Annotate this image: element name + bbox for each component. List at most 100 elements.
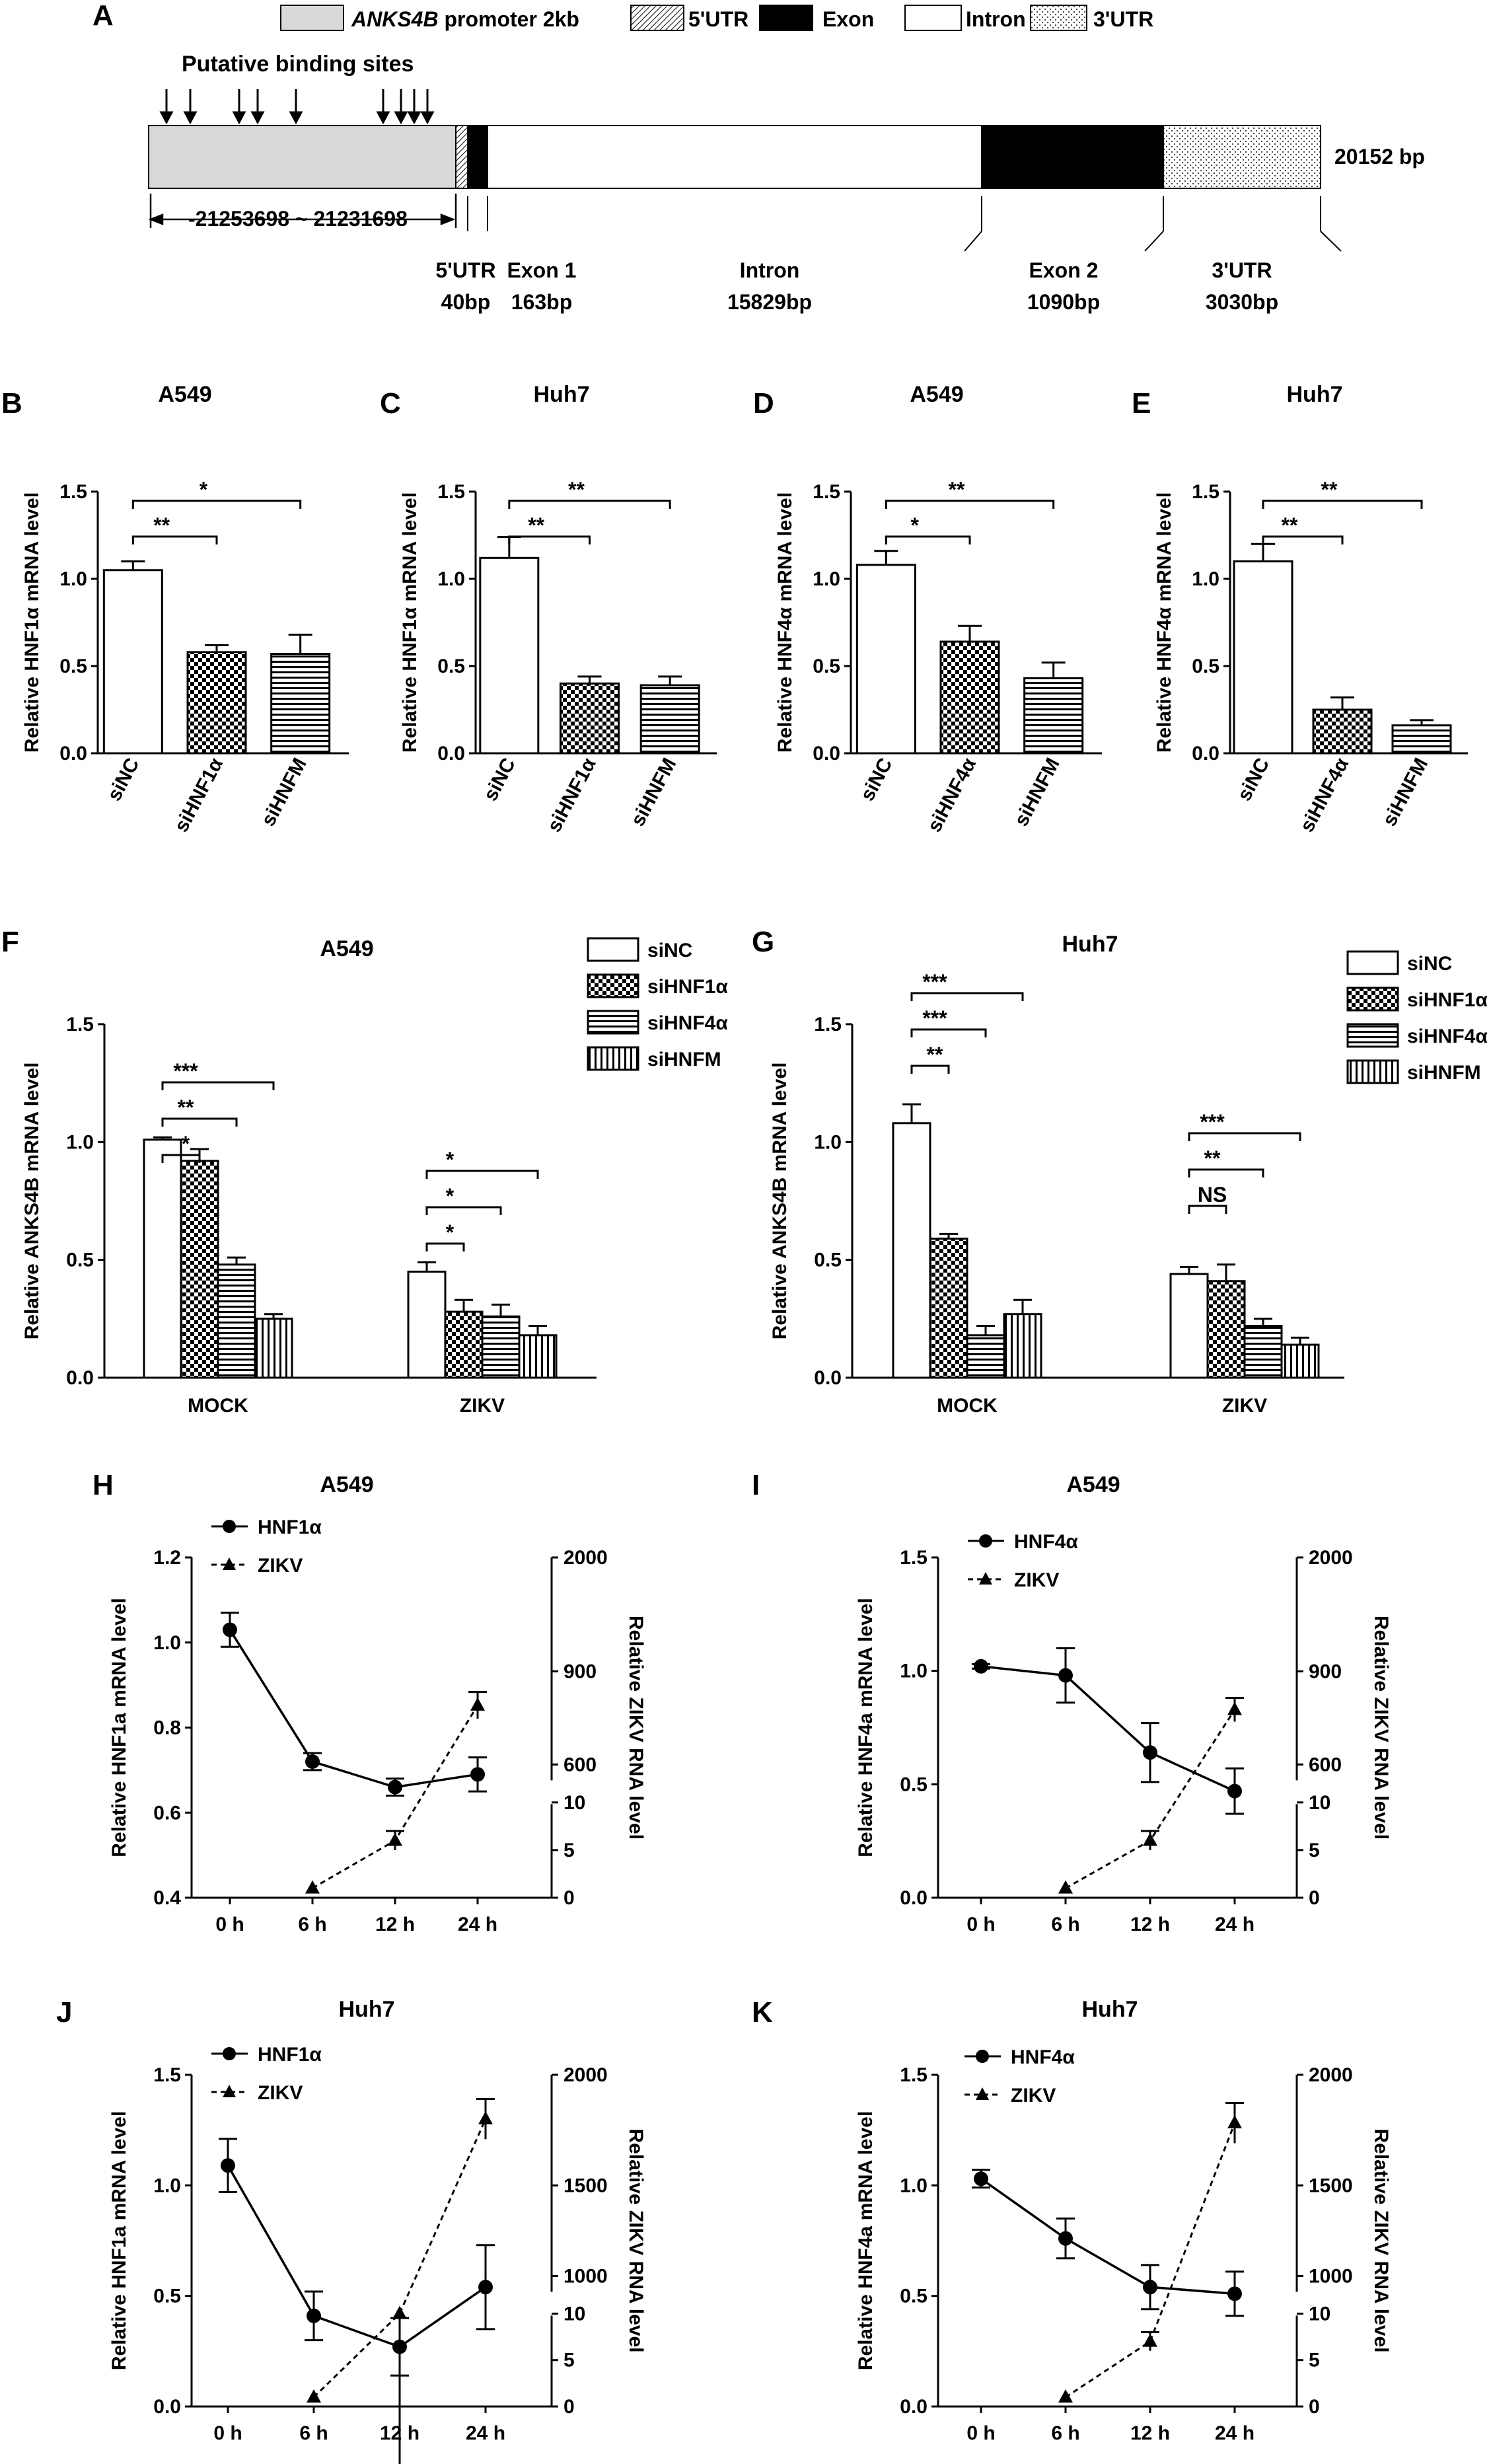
right-y-tick-label: 10 <box>564 2303 585 2325</box>
panel-letter: C <box>380 387 401 420</box>
significance-label: *** <box>1200 1110 1225 1134</box>
hnf-point <box>1143 2280 1157 2295</box>
right-y-tick-label: 1500 <box>564 2175 608 2196</box>
significance-bracket <box>131 500 302 509</box>
significance-bracket <box>885 535 971 544</box>
hnf-point <box>1227 2286 1242 2301</box>
legend-label: siHNF1α <box>1407 989 1488 1011</box>
hnf-point <box>1058 1668 1073 1683</box>
bar <box>254 1318 293 1379</box>
bar <box>481 1315 521 1379</box>
segment-connectors <box>467 196 1342 252</box>
y-tick-label: 0.0 <box>1192 743 1219 765</box>
hnf-point <box>1143 1745 1157 1760</box>
y-axis-label: Relative HNF1α mRNA level <box>399 492 421 753</box>
hnf-point <box>388 1779 402 1795</box>
bar <box>1280 1343 1320 1379</box>
hnf-series-line <box>980 2177 1235 2296</box>
gene-length-label: 20152 bp <box>1334 145 1425 168</box>
bar <box>1391 724 1452 755</box>
right-y-tick-label: 600 <box>1309 1754 1342 1775</box>
significance-label: ** <box>528 513 544 537</box>
zikv-point <box>388 1832 402 1846</box>
significance-label: * <box>446 1220 455 1244</box>
zikv-series-line <box>312 2118 487 2399</box>
chart-title: A549 <box>320 1472 373 1497</box>
binding-arrow <box>420 89 435 125</box>
category-label: siHNFM <box>1010 755 1064 830</box>
right-y-tick-label: 0 <box>564 2396 575 2418</box>
x-tick-label: 12 h <box>1130 2422 1170 2444</box>
panel-letter: G <box>752 926 774 958</box>
zikv-point <box>478 2110 493 2124</box>
x-tick-label: 0 h <box>966 2422 995 2444</box>
legend-swatch <box>587 1046 639 1071</box>
category-label: siHNFM <box>627 755 681 830</box>
legend-swatch-exon <box>759 5 813 31</box>
x-tick-label: 0 h <box>966 1914 995 1935</box>
legend-label: siHNF4α <box>1407 1026 1488 1047</box>
category-label: siHNFM <box>257 755 311 830</box>
category-label: siHNFM <box>1379 755 1433 830</box>
zikv-point <box>1227 1701 1242 1715</box>
hnf-point <box>1227 1783 1242 1799</box>
y-tick-label: 1.5 <box>437 481 465 503</box>
panel-b: B A549 0.0 0.5 1.0 1.5 Relative HNF1α mRNA lev… <box>1 382 349 836</box>
gene-structure-bar <box>148 125 1321 189</box>
panel-letter: D <box>753 387 774 420</box>
y-tick-label: 0.5 <box>900 1773 927 1795</box>
group-label: ZIKV <box>1222 1395 1267 1417</box>
legend-label: siHNFM <box>647 1049 721 1070</box>
y-tick-label: 0.5 <box>59 655 87 677</box>
zikv-point <box>470 1697 485 1711</box>
exon1-region <box>467 125 488 189</box>
zikv-series-line <box>312 1705 479 1889</box>
significance-label: * <box>446 1148 455 1172</box>
exon2-region <box>981 125 1164 189</box>
panel-j: J Huh7 0.0 0.5 1.0 1.5 Relative HNF1a mRNA lev… <box>56 1996 647 2464</box>
y-tick-label: 0.5 <box>66 1250 94 1271</box>
right-y-tick-label: 0 <box>1309 1887 1320 1909</box>
legend-label-5utr: 5'UTR <box>688 7 748 31</box>
bar <box>217 1263 256 1379</box>
significance-label: * <box>910 513 919 537</box>
y-tick-label: 0.5 <box>1192 655 1219 677</box>
bar <box>479 556 540 755</box>
category-label: siNC <box>1233 755 1274 805</box>
significance-label: ** <box>949 478 965 502</box>
bar <box>1312 708 1373 755</box>
legend-label: ZIKV <box>258 2082 303 2104</box>
legend-swatch <box>1346 1059 1399 1084</box>
bar <box>929 1238 968 1379</box>
panel-e: E Huh7 0.0 0.5 1.0 1.5 Relative HNF4α mRNA lev… <box>1132 382 1468 836</box>
panel-f: F A549 0.0 0.5 1.0 1.5 Relative ANKS4B mRNA le… <box>1 926 728 1417</box>
legend-marker-hnf <box>979 1534 992 1548</box>
panel-i: I A549 0.0 0.5 1.0 1.5 Relative HNF4a mRNA lev… <box>752 1469 1392 1935</box>
legend-swatch <box>1346 987 1399 1012</box>
significance-label: ** <box>927 1043 943 1066</box>
legend-marker-hnf <box>976 2050 989 2063</box>
hnf-series-line <box>980 1665 1235 1793</box>
significance-bracket <box>131 535 218 544</box>
y-tick-label: 1.5 <box>900 2064 927 2086</box>
y-tick-label: 0.0 <box>153 2396 181 2418</box>
significance-label: ** <box>178 1096 194 1119</box>
segment-size: 163bp <box>511 290 572 314</box>
y-tick-label: 0.5 <box>813 655 840 677</box>
right-y-axis-label: Relative ZIKV RNA level <box>1370 2128 1392 2352</box>
segment-name: Intron <box>740 258 800 282</box>
significance-bracket <box>910 1064 950 1074</box>
x-tick-label: 0 h <box>215 1914 244 1935</box>
y-tick-label: 1.0 <box>900 2175 927 2196</box>
y-axis-label: Relative ANKS4B mRNA level <box>21 1063 43 1340</box>
significance-bracket <box>161 1117 238 1127</box>
binding-sites-title: Putative binding sites <box>182 52 414 77</box>
panel-letter: K <box>752 1996 773 2029</box>
legend-swatch-intron <box>904 5 962 31</box>
bar <box>270 653 331 755</box>
legend-swatch <box>1346 950 1399 975</box>
binding-arrow <box>376 89 390 125</box>
chart-title: A549 <box>158 382 211 407</box>
significance-label: NS <box>1198 1183 1227 1207</box>
hnf-point <box>974 2171 988 2186</box>
